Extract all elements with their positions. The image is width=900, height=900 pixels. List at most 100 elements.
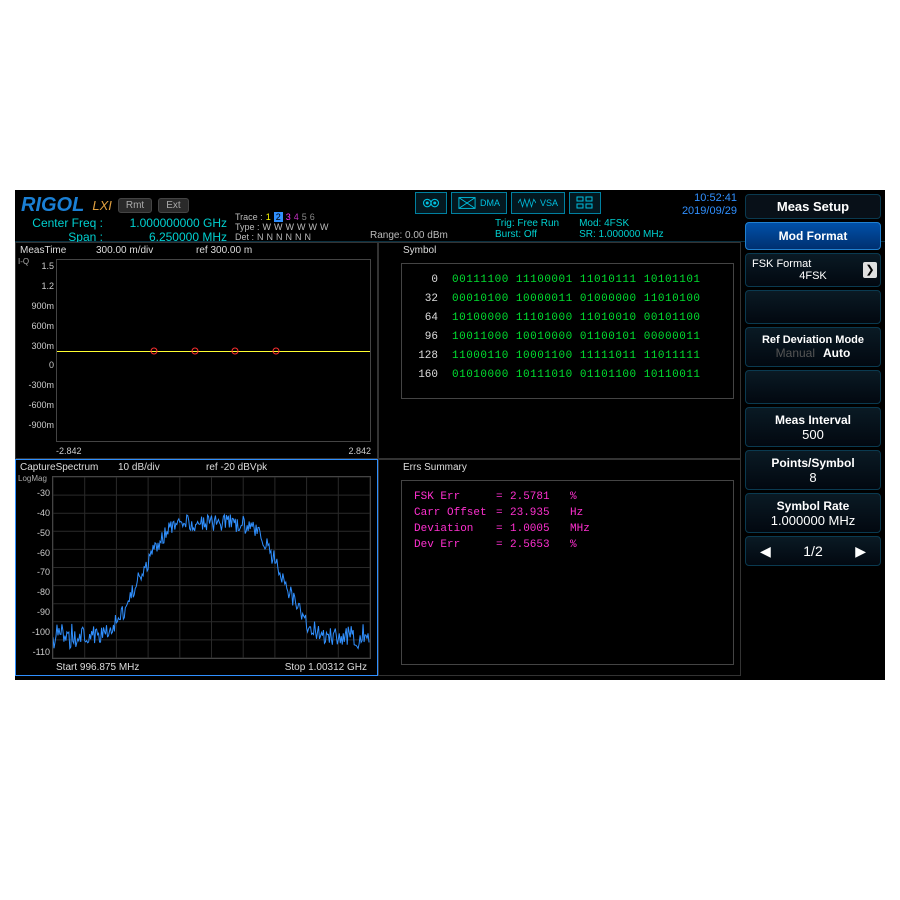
trace-label: Trace : (235, 212, 263, 222)
mod-format-label: Mod Format (752, 229, 874, 243)
dma-mode-icon[interactable]: DMA (451, 192, 507, 214)
trigger-status: Trig: Free Run (495, 218, 559, 229)
meas-interval-label: Meas Interval (752, 413, 874, 427)
burst-status: Burst: Off (495, 229, 559, 240)
iq-plot (56, 259, 371, 442)
ref-dev-label: Ref Deviation Mode (752, 334, 874, 346)
clock-date: 2019/09/29 (682, 205, 737, 218)
trace-det-1: N (257, 232, 264, 242)
iq-yaxis: 1.51.2900m600m300m0-300m-600m-900m (18, 261, 54, 440)
err-unit: MHz (570, 523, 610, 535)
trace-3[interactable]: 3 (286, 212, 291, 222)
trace-6[interactable]: 6 (310, 212, 315, 222)
err-name: Deviation (414, 523, 496, 535)
trace-4[interactable]: 4 (294, 212, 299, 222)
symbol-data: 01010000 10111010 01101100 10110011 (452, 369, 701, 381)
symbol-rate-label: Symbol Rate (752, 499, 874, 513)
err-row: FSK Err=2.5781% (414, 491, 721, 503)
mod-format-line2: 4FSK (752, 270, 874, 282)
center-freq-value[interactable]: 1.000000000 GHz (107, 216, 227, 230)
ref-dev-auto[interactable]: Auto (823, 346, 850, 360)
center-freq-label: Center Freq : (21, 216, 103, 230)
symbol-data: 00111100 11100001 11010111 10101101 (452, 274, 701, 286)
empty-slot-2 (745, 370, 881, 404)
page-indicator: 1/2 (803, 543, 822, 559)
spectrum-analyzer-screen: RIGOL LXI Rmt Ext Center Freq : 1.000000… (15, 190, 885, 680)
freq-readout: Center Freq : 1.000000000 GHz Span : 6.2… (21, 216, 227, 244)
trace-det-label: Det : (235, 232, 254, 242)
symbol-index: 96 (410, 331, 438, 343)
spectrum-title: CaptureSpectrum (20, 462, 98, 473)
symbol-index: 32 (410, 293, 438, 305)
err-row: Deviation=1.0005MHz (414, 523, 721, 535)
rmt-indicator[interactable]: Rmt (118, 198, 152, 213)
symbol-index: 64 (410, 312, 438, 324)
errs-box: FSK Err=2.5781%Carr Offset=23.935HzDevia… (401, 480, 734, 665)
err-name: Dev Err (414, 539, 496, 551)
symbol-row: 96 10011000 10010000 01100101 00000011 (410, 331, 725, 343)
err-value: 2.5781 (510, 491, 570, 503)
trace-det-2: N (267, 232, 274, 242)
ext-indicator[interactable]: Ext (158, 198, 188, 213)
errs-title: Errs Summary (403, 462, 467, 473)
spectrum-pane[interactable]: CaptureSpectrum 10 dB/div ref -20 dBVpk … (15, 459, 378, 676)
symbol-row: 6410100000 11101000 11010010 00101100 (410, 312, 725, 324)
symbol-row: 3200010100 10000011 01000000 11010100 (410, 293, 725, 305)
trace-type-5: W (309, 222, 318, 232)
trace-5[interactable]: 5 (302, 212, 307, 222)
err-unit: % (570, 539, 610, 551)
page-prev-icon[interactable]: ◀ (760, 543, 771, 560)
trace-type-4: W (297, 222, 306, 232)
ref-deviation-mode-button[interactable]: Ref Deviation Mode Manual Auto (745, 327, 881, 367)
trace-type-2: W (274, 222, 283, 232)
sr-status: SR: 1.000000 MHz (579, 229, 664, 240)
soft-menu: Meas Setup Mod Format FSK Format 4FSK ❯ … (745, 194, 881, 672)
err-name: FSK Err (414, 491, 496, 503)
trace-type-label: Type : (235, 222, 260, 232)
spectrum-ref: ref -20 dBVpk (206, 462, 267, 473)
spectrum-svg (53, 477, 370, 658)
trace-info: Trace : 1 2 3 4 5 6 Type : WWWWWW Det : … (235, 212, 329, 242)
points-symbol-button[interactable]: Points/Symbol 8 (745, 450, 881, 490)
page-nav: ◀ 1/2 ▶ (745, 536, 881, 566)
mod-format-button[interactable]: Mod Format (745, 222, 881, 250)
trace-det-5: N (295, 232, 302, 242)
symbol-row: 12811000110 10001100 11111011 11011111 (410, 350, 725, 362)
spectrum-stop: Stop 1.00312 GHz (285, 662, 367, 673)
iq-baseline (57, 351, 370, 352)
trace-det-3: N (276, 232, 283, 242)
settings-icon[interactable] (415, 192, 447, 214)
err-value: 1.0005 (510, 523, 570, 535)
iq-constellation-point (191, 347, 198, 354)
vsa-mode-icon[interactable]: VSA (511, 192, 565, 214)
spectrum-yaxis: -30-40-50-60-70-80-90-100-110 (18, 478, 50, 657)
mod-format-line1: FSK Format (752, 258, 874, 270)
menu-title: Meas Setup (745, 194, 881, 219)
points-symbol-label: Points/Symbol (752, 456, 874, 470)
symbol-index: 160 (410, 369, 438, 381)
trace-type-6: W (320, 222, 329, 232)
ref-dev-manual[interactable]: Manual (776, 346, 815, 360)
lxi-label: LXI (92, 198, 112, 213)
symbol-data: 10011000 10010000 01100101 00000011 (452, 331, 701, 343)
trace-2[interactable]: 2 (274, 212, 283, 222)
range-value: Range: 0.00 dBm (370, 230, 448, 241)
err-row: Dev Err=2.5653% (414, 539, 721, 551)
symbol-row: 160 01010000 10111010 01101100 10110011 (410, 369, 725, 381)
empty-slot-1 (745, 290, 881, 324)
err-value: 23.935 (510, 507, 570, 519)
symbol-rate-button[interactable]: Symbol Rate 1.000000 MHz (745, 493, 881, 533)
main-grid: MeasTime 300.00 m/div ref 300.00 m I-Q 1… (15, 242, 741, 676)
trace-1[interactable]: 1 (266, 212, 271, 222)
grid-view-icon[interactable] (569, 192, 601, 214)
err-name: Carr Offset (414, 507, 496, 519)
mod-format-value-button[interactable]: FSK Format 4FSK ❯ (745, 253, 881, 287)
err-value: 2.5653 (510, 539, 570, 551)
page-next-icon[interactable]: ▶ (855, 543, 866, 560)
meastime-pane[interactable]: MeasTime 300.00 m/div ref 300.00 m I-Q 1… (15, 242, 378, 459)
meas-interval-button[interactable]: Meas Interval 500 (745, 407, 881, 447)
symbol-pane[interactable]: Symbol 000111100 11100001 11010111 10101… (378, 242, 741, 459)
iq-xaxis: -2.842 2.842 (56, 446, 371, 456)
symbol-rate-value: 1.000000 MHz (752, 513, 874, 528)
errs-pane[interactable]: Errs Summary FSK Err=2.5781%Carr Offset=… (378, 459, 741, 676)
